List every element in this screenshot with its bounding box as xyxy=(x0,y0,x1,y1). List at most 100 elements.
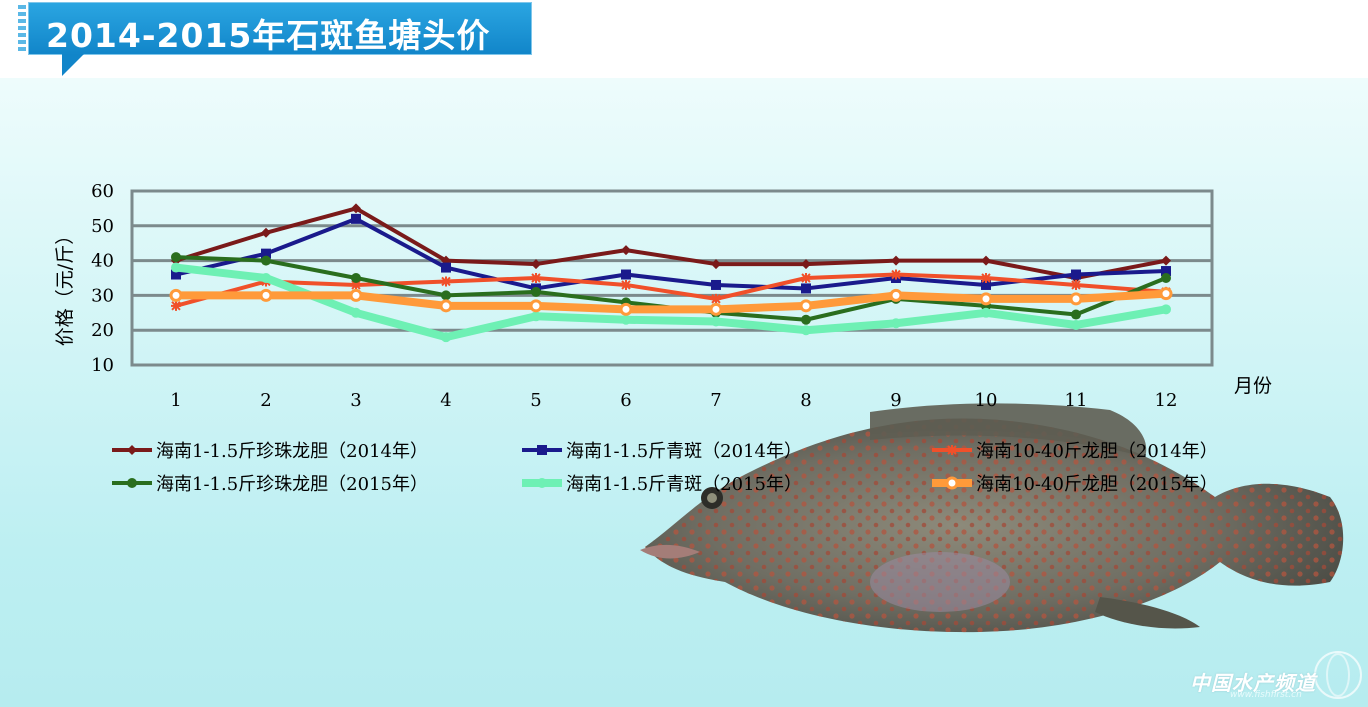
x-tick-label: 2 xyxy=(260,390,271,411)
y-axis-label: 价格（元/斤） xyxy=(54,226,76,346)
x-tick-label: 3 xyxy=(350,390,361,411)
data-point xyxy=(171,252,181,263)
data-point xyxy=(619,302,633,316)
data-point xyxy=(801,259,811,270)
series-line xyxy=(175,263,1167,342)
data-point xyxy=(351,273,361,283)
legend-marker xyxy=(947,445,957,455)
data-point xyxy=(531,286,541,297)
x-tick-label: 5 xyxy=(530,390,541,411)
title-banner xyxy=(28,2,532,55)
data-point xyxy=(801,325,811,336)
data-point xyxy=(351,307,361,318)
x-tick-label: 8 xyxy=(800,390,811,411)
legend-marker xyxy=(945,476,959,490)
data-point xyxy=(981,255,991,266)
data-point xyxy=(261,227,271,238)
data-point xyxy=(171,262,181,273)
data-point xyxy=(1071,309,1081,320)
data-point xyxy=(799,299,813,313)
x-tick-label: 12 xyxy=(1155,390,1178,411)
data-point xyxy=(711,293,721,304)
y-tick-label: 60 xyxy=(91,181,114,202)
data-point xyxy=(711,316,721,327)
legend-marker xyxy=(127,478,137,488)
data-point xyxy=(801,314,811,325)
x-tick-label: 7 xyxy=(710,390,721,411)
y-tick-label: 10 xyxy=(91,355,114,376)
legend-item: 海南10-40斤龙胆（2014年） xyxy=(932,441,1218,462)
data-point xyxy=(621,314,631,325)
data-point xyxy=(169,288,183,302)
legend-item: 海南1-1.5斤青斑（2015年） xyxy=(522,474,802,495)
series-2 xyxy=(171,213,1171,294)
x-axis-ticks: 1 2 3 4 5 6 7 8 9 10 11 12 xyxy=(170,390,1177,411)
series-line xyxy=(176,289,1167,314)
data-point xyxy=(351,213,361,224)
data-point xyxy=(349,288,363,302)
data-point xyxy=(1071,319,1081,330)
data-point xyxy=(261,273,271,283)
legend-item: 海南1-1.5斤珍珠龙胆（2014年） xyxy=(112,441,428,462)
data-point xyxy=(259,288,273,302)
series-5 xyxy=(171,262,1171,343)
legend-label: 海南10-40斤龙胆（2015年） xyxy=(976,474,1218,495)
legend-marker xyxy=(537,445,547,455)
data-point xyxy=(981,273,991,283)
data-point xyxy=(711,259,721,270)
y-tick-label: 50 xyxy=(91,216,114,237)
watermark-url: www.fishfirst.cn xyxy=(1230,690,1302,700)
data-point xyxy=(981,279,991,290)
x-tick-label: 9 xyxy=(890,390,901,411)
data-point xyxy=(889,288,903,302)
data-point xyxy=(531,273,541,283)
data-point xyxy=(531,259,541,270)
series-line xyxy=(175,216,1167,291)
series-6 xyxy=(169,287,1173,316)
legend-item: 海南1-1.5斤珍珠龙胆（2015年） xyxy=(112,474,428,495)
data-point xyxy=(709,302,723,316)
legend: 海南1-1.5斤珍珠龙胆（2014年） 海南1-1.5斤青斑（2014年） 海南10… xyxy=(112,441,1218,495)
data-point xyxy=(891,255,901,266)
data-point xyxy=(621,269,631,280)
legend-label: 海南1-1.5斤青斑（2015年） xyxy=(566,474,802,495)
data-point xyxy=(1161,273,1171,283)
legend-marker xyxy=(127,445,137,455)
series-layer xyxy=(169,203,1173,343)
data-point xyxy=(1071,269,1081,280)
x-tick-label: 10 xyxy=(975,390,998,411)
legend-label: 海南1-1.5斤珍珠龙胆（2014年） xyxy=(156,441,428,462)
legend-item: 海南10-40斤龙胆（2015年） xyxy=(932,474,1218,495)
x-tick-label: 6 xyxy=(620,390,631,411)
series-line xyxy=(175,272,1167,308)
series-line xyxy=(175,206,1167,280)
data-point xyxy=(979,292,993,306)
data-point xyxy=(621,279,631,290)
data-point xyxy=(1161,266,1171,277)
grouper-fish-image xyxy=(640,403,1344,633)
watermark-brand: 中国水产频道 xyxy=(1190,671,1316,695)
y-axis-ticks: 10 20 30 40 50 60 xyxy=(91,181,114,376)
data-point xyxy=(261,248,271,259)
data-point xyxy=(351,203,361,214)
x-tick-label: 11 xyxy=(1065,390,1088,411)
data-point xyxy=(621,245,631,256)
y-tick-label: 30 xyxy=(91,285,114,306)
legend-label: 海南10-40斤龙胆（2014年） xyxy=(976,441,1218,462)
data-point xyxy=(891,269,901,280)
legend-item: 海南1-1.5斤青斑（2014年） xyxy=(522,441,802,462)
legend-label: 海南1-1.5斤青斑（2014年） xyxy=(566,441,802,462)
data-point xyxy=(171,300,181,311)
data-point xyxy=(441,276,451,287)
legend-label: 海南1-1.5斤珍珠龙胆（2015年） xyxy=(156,474,428,495)
data-point xyxy=(1161,255,1171,266)
data-point xyxy=(801,283,811,294)
data-point xyxy=(1161,304,1171,315)
data-point xyxy=(531,311,541,322)
data-point xyxy=(1071,279,1081,290)
banner-tail xyxy=(62,54,84,76)
y-tick-label: 20 xyxy=(91,320,114,341)
legend-marker xyxy=(537,478,547,488)
data-point xyxy=(801,273,811,283)
